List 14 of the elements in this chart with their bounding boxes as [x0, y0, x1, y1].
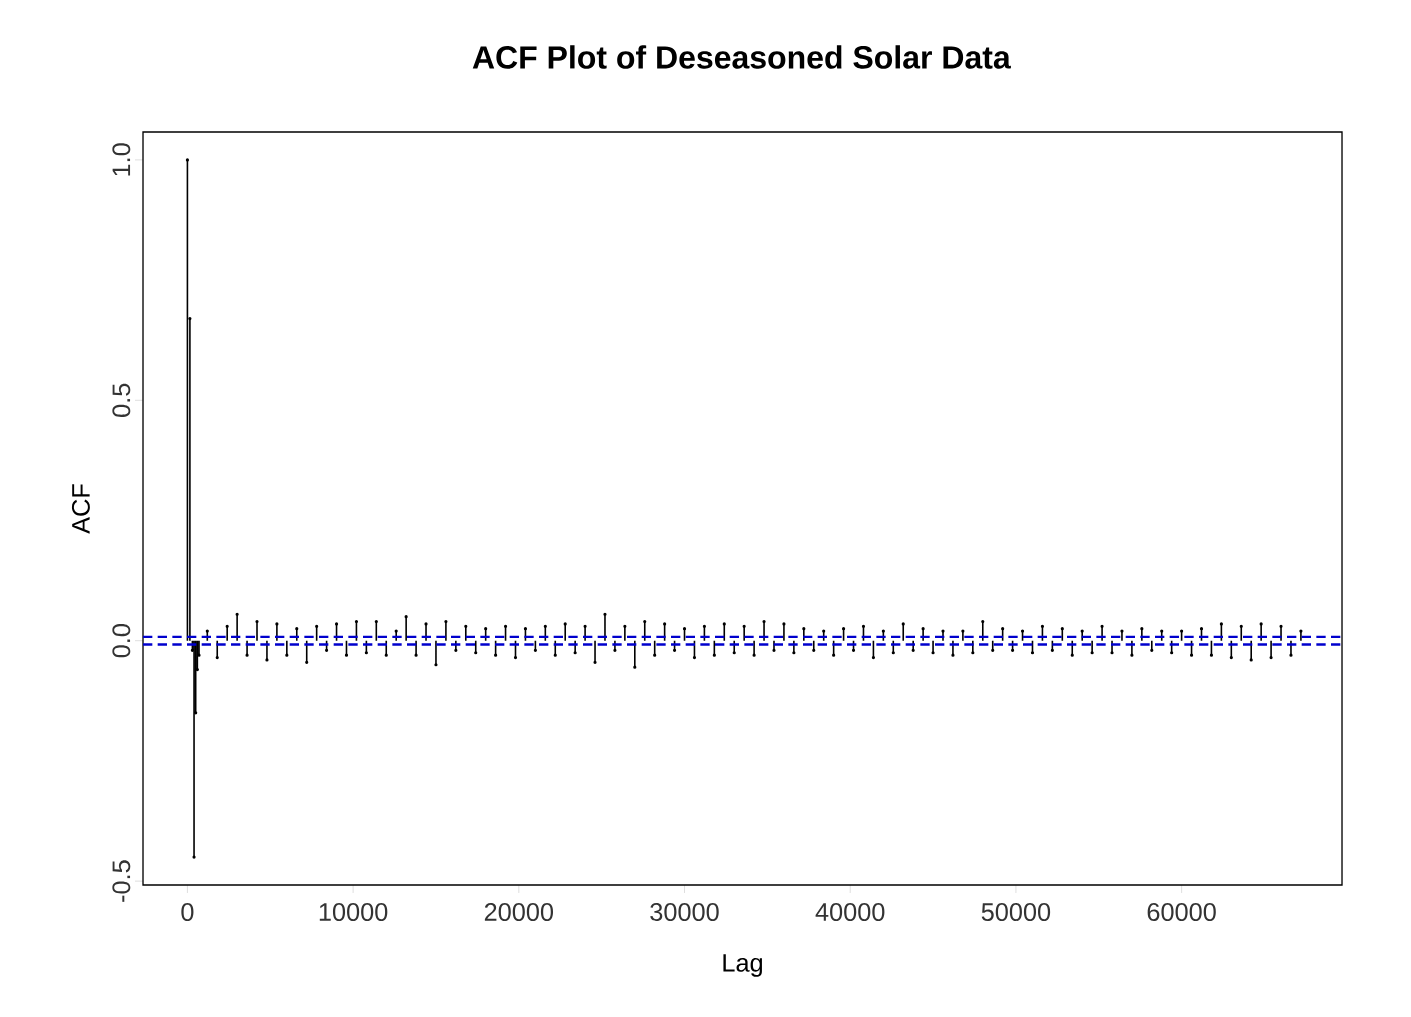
x-axis-title: Lag [723, 954, 762, 977]
x-tick-label: 30000 [650, 903, 719, 921]
x-tick-label: 0 [181, 903, 194, 921]
y-tick-label: 0.5 [112, 383, 131, 417]
x-tick-label: 60000 [1147, 903, 1216, 921]
chart-title: ACF Plot of Deseasoned Solar Data [472, 45, 1011, 69]
y-axis-title: ACF [71, 484, 90, 534]
x-tick-label: 20000 [484, 903, 554, 921]
y-tick-label: 1.0 [112, 143, 131, 176]
y-tick-label: 0.0 [112, 624, 131, 658]
x-tick-label: 50000 [981, 903, 1051, 921]
x-tick-label: 10000 [319, 903, 388, 921]
x-tick-label: 40000 [815, 903, 885, 921]
y-tick-label: -0.5 [112, 860, 131, 902]
